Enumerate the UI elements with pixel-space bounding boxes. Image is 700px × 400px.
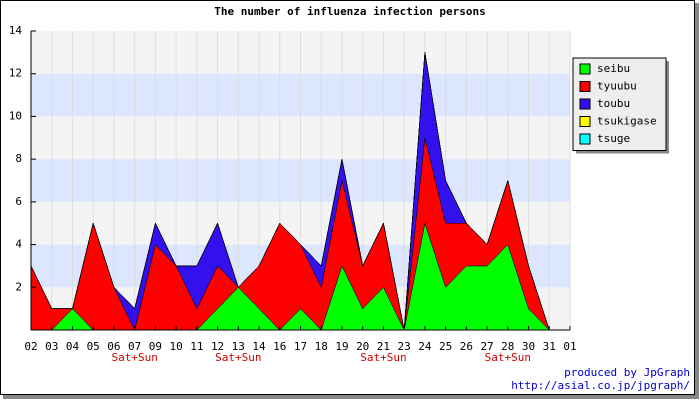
x-tick-label: 09 — [149, 340, 162, 353]
x-tick-label: 27 — [480, 340, 493, 353]
x-tick-label: 26 — [460, 340, 473, 353]
x-tick-label: 03 — [45, 340, 58, 353]
y-tick-label: 14 — [9, 24, 23, 37]
legend-swatch — [579, 133, 591, 145]
legend-label: tsuge — [597, 132, 630, 145]
x-tick-label: 01 — [563, 340, 576, 353]
y-tick-label: 8 — [15, 152, 22, 165]
annotation: Sat+Sun — [111, 351, 157, 364]
x-tick-label: 16 — [273, 340, 286, 353]
x-tick-label: 23 — [398, 340, 411, 353]
x-tick-label: 10 — [169, 340, 182, 353]
x-tick-label: 02 — [24, 340, 37, 353]
x-tick-label: 11 — [190, 340, 203, 353]
x-tick-label: 07 — [128, 340, 141, 353]
y-tick-label: 12 — [9, 67, 22, 80]
legend-label: toubu — [597, 97, 630, 110]
x-tick-label: 25 — [439, 340, 452, 353]
chart-title: The number of influenza infection person… — [214, 5, 486, 18]
annotation: Sat+Sun — [360, 351, 406, 364]
legend-label: tyuubu — [597, 80, 637, 93]
x-tick-label: 20 — [356, 340, 369, 353]
x-tick-label: 12 — [211, 340, 224, 353]
legend-swatch — [579, 63, 591, 75]
annotation: Sat+Sun — [485, 351, 531, 364]
x-tick-label: 28 — [501, 340, 514, 353]
x-tick-label: 05 — [87, 340, 100, 353]
x-tick-label: 04 — [66, 340, 80, 353]
legend-label: tsukigase — [597, 115, 657, 128]
x-tick-label: 13 — [232, 340, 245, 353]
legend-swatch — [579, 98, 591, 110]
x-tick-label: 19 — [335, 340, 348, 353]
y-tick-label: 6 — [15, 195, 22, 208]
x-tick-label: 06 — [107, 340, 120, 353]
x-tick-label: 18 — [315, 340, 328, 353]
y-tick-label: 4 — [15, 238, 22, 251]
x-tick-label: 31 — [543, 340, 556, 353]
x-tick-label: 21 — [377, 340, 390, 353]
x-tick-label: 14 — [252, 340, 266, 353]
x-tick-label: 30 — [522, 340, 535, 353]
legend-label: seibu — [597, 62, 630, 75]
x-tick-label: 17 — [294, 340, 307, 353]
x-tick-label: 24 — [418, 340, 432, 353]
legend-swatch — [579, 81, 591, 92]
footer: http://asial.co.jp/jpgraph/ — [511, 379, 690, 392]
footer: produced by JpGraph — [564, 366, 690, 379]
y-tick-label: 2 — [15, 280, 22, 293]
y-tick-label: 10 — [9, 109, 22, 122]
annotation: Sat+Sun — [215, 351, 261, 364]
legend-swatch — [579, 116, 591, 127]
